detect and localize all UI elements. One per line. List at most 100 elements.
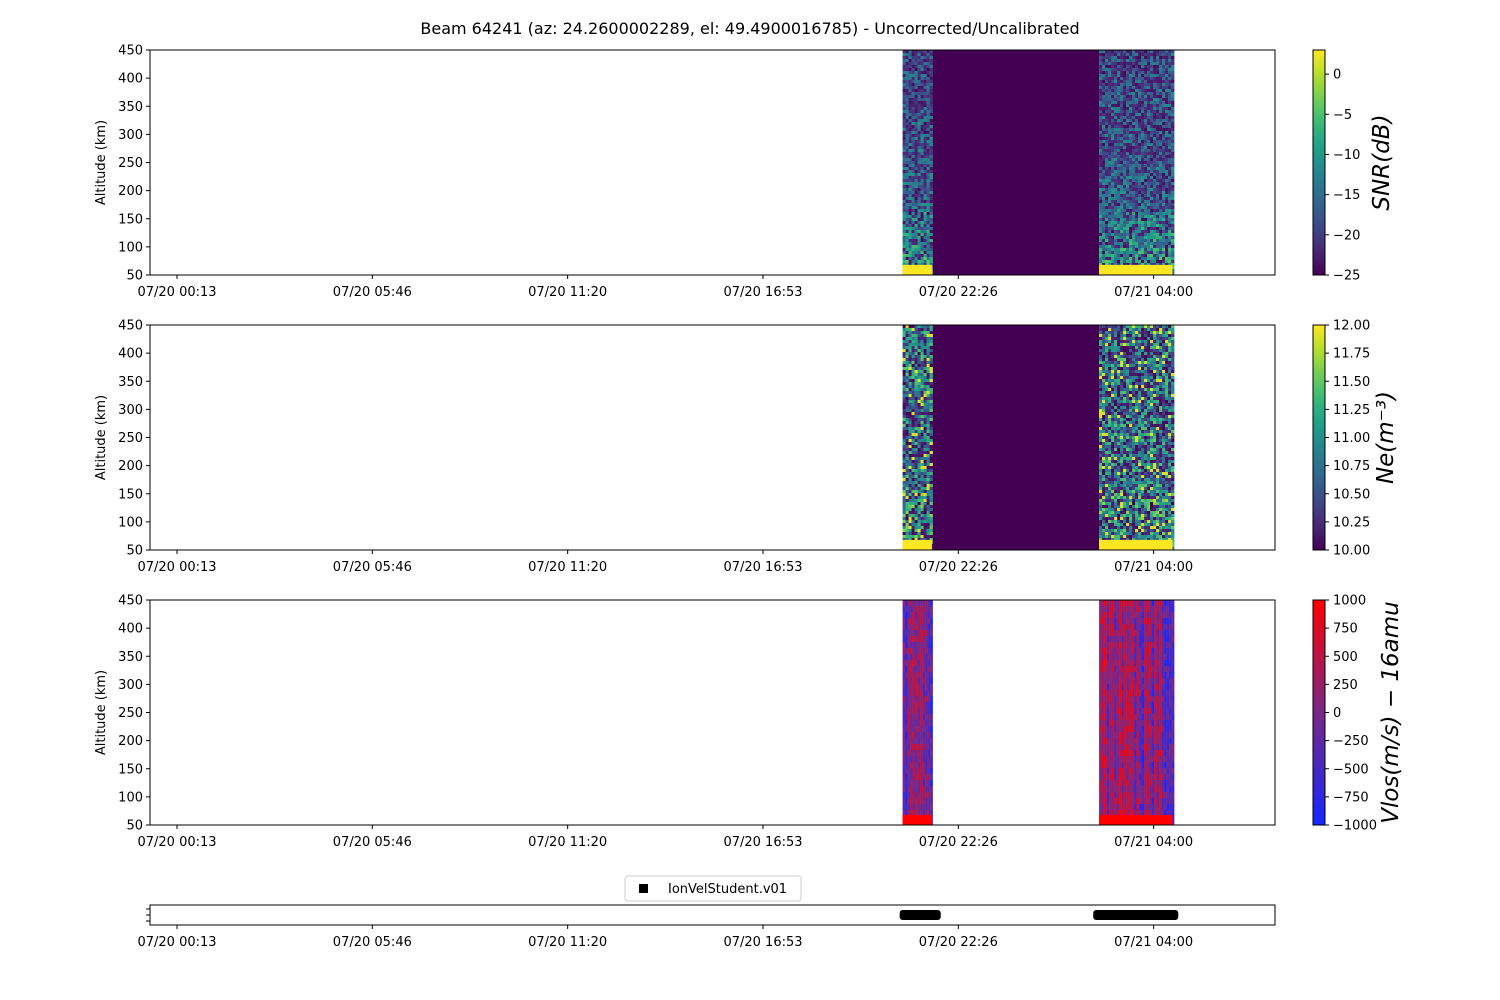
panel-snr-cell <box>1153 263 1157 267</box>
panel-snr-cell <box>1105 182 1109 186</box>
panel-ne-cell <box>1141 406 1145 410</box>
panel-ne-cell <box>1150 535 1154 539</box>
panel-snr-cell <box>1144 104 1148 108</box>
panel-ne-cell <box>1123 382 1127 386</box>
panel-snr-cell <box>1162 80 1166 84</box>
panel-snr-cell <box>1126 179 1130 183</box>
panel-ne-cell <box>1138 412 1142 416</box>
panel-snr-cell <box>1105 53 1109 57</box>
panel-snr-cell <box>911 218 915 222</box>
panel-snr-cell <box>1144 200 1148 204</box>
panel-ne-cell <box>917 442 921 446</box>
panel-ne-cell <box>929 355 933 359</box>
panel-snr-cell <box>1150 245 1154 249</box>
panel-ne-cell <box>1132 376 1136 380</box>
panel-ne-cell <box>1129 337 1133 341</box>
panel-ne-cell <box>1126 406 1130 410</box>
panel-snr-cell <box>923 110 927 114</box>
panel-ne-cell <box>917 493 921 497</box>
panel-snr-cell <box>926 89 930 93</box>
panel-ne-cell <box>1117 415 1121 419</box>
panel-ne-cell <box>1120 535 1124 539</box>
panel-snr-cell <box>914 194 918 198</box>
panel-snr-cell <box>1162 191 1166 195</box>
panel-snr-cell <box>926 86 930 90</box>
panel-ne-cell <box>902 364 906 368</box>
panel-ne-cell <box>1123 475 1127 479</box>
panel-ne-cell <box>1147 466 1151 470</box>
panel-ne-cell <box>1126 439 1130 443</box>
panel-ne-cell <box>917 484 921 488</box>
panel-snr-cell <box>1108 251 1112 255</box>
panel-snr-cell <box>1117 173 1121 177</box>
panel-ne-cell <box>902 349 906 353</box>
panel-snr-cell <box>929 143 933 147</box>
panel-ne-cell <box>1144 478 1148 482</box>
panel-ne-cell <box>923 331 927 335</box>
panel-ne-cell <box>929 469 933 473</box>
panel-ne-cell <box>1126 427 1130 431</box>
panel-snr-cell <box>929 77 933 81</box>
panel-ne-cell <box>908 529 912 533</box>
panel-snr-cell <box>1168 158 1172 162</box>
panel-snr-cell <box>1117 170 1121 174</box>
panel-ne-cell <box>1120 346 1124 350</box>
panel-ne-cell <box>902 526 906 530</box>
panel-ne-cell <box>905 475 909 479</box>
panel-snr-cell <box>1117 134 1121 138</box>
panel-ne-cell <box>905 412 909 416</box>
panel-snr-cell <box>1135 236 1139 240</box>
panel-snr-cell <box>929 164 933 168</box>
panel-snr-cell <box>923 251 927 255</box>
panel-ne-cell <box>1132 421 1136 425</box>
panel-ne-cell <box>1156 364 1160 368</box>
panel-ne-cell <box>1120 391 1124 395</box>
panel-ne-cell <box>1141 388 1145 392</box>
panel-snr-cell <box>1117 104 1121 108</box>
panel-snr-cell <box>1144 152 1148 156</box>
panel-ne-cell <box>1120 379 1124 383</box>
panel-snr-cell <box>917 257 921 261</box>
panel-snr-cell <box>929 53 933 57</box>
panel-snr-cell <box>908 74 912 78</box>
panel-snr-cell <box>1129 227 1133 231</box>
panel-snr-cell <box>908 149 912 153</box>
panel-ne-cell <box>914 514 918 518</box>
panel-snr-cell <box>926 233 930 237</box>
panel-snr-cell <box>1147 254 1151 258</box>
panel-snr-cell <box>926 248 930 252</box>
panel-snr-cell <box>1135 233 1139 237</box>
panel-ne-cell <box>926 472 930 476</box>
panel-snr-cell <box>908 119 912 123</box>
panel-snr-cell <box>1138 50 1142 54</box>
panel-ne-cell <box>1123 361 1127 365</box>
panel-ne-cell <box>923 469 927 473</box>
panel-snr-cell <box>1120 233 1124 237</box>
panel-ne-cell <box>1138 538 1142 542</box>
panel-ne-cell <box>1147 457 1151 461</box>
panel-snr-cell <box>1150 263 1154 267</box>
panel-ne-cell <box>1153 397 1157 401</box>
panel-ne-cell <box>1108 508 1112 512</box>
panel-ne-cell <box>914 337 918 341</box>
panel-ne-cell <box>1099 427 1103 431</box>
panel-snr-cell <box>1132 152 1136 156</box>
panel-ne-cell <box>914 454 918 458</box>
panel-ne-cell <box>917 412 921 416</box>
panel-ne-cell <box>917 361 921 365</box>
panel-ne-cell <box>1123 448 1127 452</box>
panel-snr-cell <box>1111 212 1115 216</box>
panel-snr-cell <box>1120 263 1124 267</box>
panel-ne-cell <box>917 406 921 410</box>
panel-snr-cell <box>914 149 918 153</box>
panel-ne-cell <box>902 466 906 470</box>
panel-snr-cell <box>908 164 912 168</box>
panel-ne-cell <box>911 412 915 416</box>
panel-snr-cell <box>1102 161 1106 165</box>
panel-snr-cell <box>1159 113 1163 117</box>
panel-snr-cell <box>1162 194 1166 198</box>
panel-snr-cell <box>1144 140 1148 144</box>
panel-ne-cell <box>1132 481 1136 485</box>
panel-snr-cell <box>1165 116 1169 120</box>
panel-snr-cell <box>926 134 930 138</box>
